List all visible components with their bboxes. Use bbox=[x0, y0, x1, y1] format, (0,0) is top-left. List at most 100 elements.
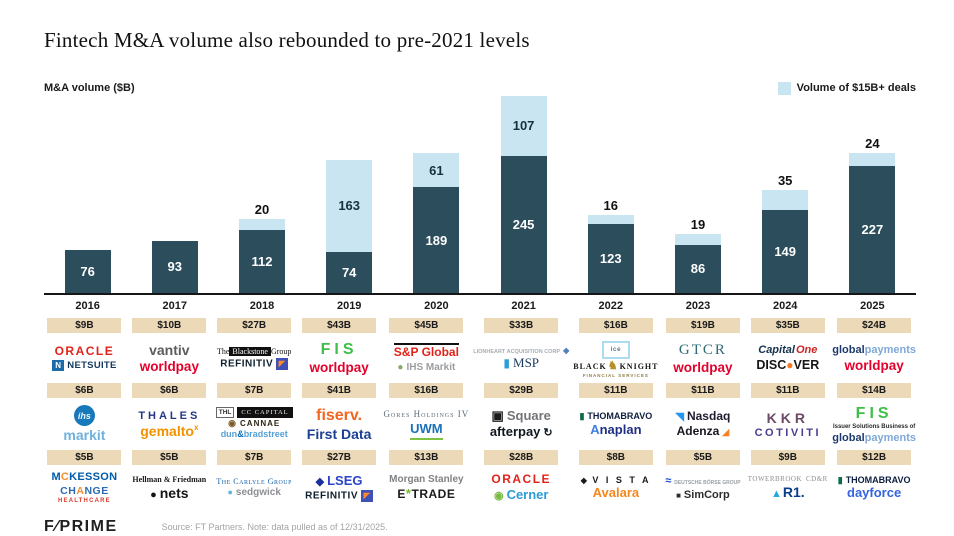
year-label-2020: 2020 bbox=[424, 300, 449, 312]
deal-card: $24B globalpayments worldpay bbox=[832, 318, 916, 381]
globalpayments-logo: globalpayments bbox=[832, 432, 916, 445]
deal-logos: ▮ THOMABRAVO dayforce bbox=[832, 468, 916, 508]
logo-text: S&P Global bbox=[393, 343, 459, 360]
logo-text: V I S T A bbox=[592, 474, 652, 485]
deal-value-badge: $11B bbox=[750, 383, 825, 398]
deal-card: $35B CapitalOne DISC●VER bbox=[747, 318, 828, 381]
ice-logo: ice bbox=[601, 338, 631, 359]
bar-segment-base: 74 bbox=[326, 251, 373, 293]
logo-text: IHS Markit bbox=[406, 362, 456, 374]
deal-value-badge: $11B bbox=[665, 383, 740, 398]
afterpay-logo: afterpay ↻ bbox=[490, 424, 553, 440]
bars-row: 76 93 20 112 163 74 61 189 107 245 16 123 19 86 35 149 2… bbox=[44, 95, 916, 293]
logo-text: Square bbox=[506, 408, 551, 424]
blackstone-logo: The Blackstone Group bbox=[217, 347, 292, 357]
spglobal-logo: S&P Global bbox=[393, 343, 459, 361]
bar-segment-base: 112 bbox=[238, 230, 285, 293]
deal-logos: ihs markit bbox=[44, 401, 125, 448]
logo-text-part: TOWERBROOK bbox=[747, 475, 803, 484]
discover-logo: DISC●VER bbox=[756, 358, 819, 373]
deal-logos: ORACLE N NETSUITE bbox=[44, 336, 125, 381]
logo-text: First Data bbox=[306, 426, 372, 443]
deal-logos: The Blackstone Group REFINITIV ◤ bbox=[214, 336, 295, 381]
logo-text: HEALTHCARE bbox=[57, 497, 111, 504]
vantiv-logo: vantiv bbox=[149, 342, 189, 358]
logo-text: REFINITIV bbox=[305, 490, 358, 502]
logo-text: LSEG bbox=[327, 473, 363, 489]
dark-segment-value: 86 bbox=[690, 261, 706, 277]
thales-logo: THALES bbox=[138, 410, 200, 423]
bar-column-2024: 35 149 bbox=[742, 95, 829, 293]
logo-text: fiserv. bbox=[316, 406, 363, 424]
light-segment-value: 19 bbox=[690, 217, 706, 233]
logo-text: sedgwick bbox=[235, 487, 281, 499]
deal-card: $7B The Carlyle Group ● sedgwick bbox=[214, 450, 295, 508]
cannae-mark-icon: ◉ bbox=[228, 417, 238, 428]
deal-value-badge: $5B bbox=[47, 450, 122, 465]
logo-text: NETSUITE bbox=[67, 359, 117, 371]
bar-column-2025: 24 227 bbox=[829, 95, 916, 293]
deal-value-badge: $8B bbox=[578, 450, 653, 465]
light-segment-value: 61 bbox=[429, 162, 444, 178]
deal-column-2023: $19B GTCR worldpay $11B ◥ Nasdaq Adenza ◢ $5B ≈ DE… bbox=[662, 318, 743, 510]
bar-segment-base: 76 bbox=[64, 250, 111, 293]
logo-text: Avalara bbox=[592, 485, 640, 501]
deal-value-badge: $43B bbox=[302, 318, 377, 333]
deal-card: $7B THL CC CAPITAL ◉ CANNAE dun&bradstreet bbox=[214, 383, 295, 448]
gores-logo: Gores Holdings IV bbox=[384, 409, 470, 419]
logo-text-part: global bbox=[832, 343, 865, 356]
bar-segment-15b-deals bbox=[238, 219, 285, 231]
deal-value-badge: $24B bbox=[837, 318, 912, 333]
bar-2018: 20 112 bbox=[238, 202, 285, 293]
bar-segment-base: 149 bbox=[762, 209, 809, 293]
logo-text-part: payments bbox=[864, 431, 916, 444]
source-note: Source: FT Partners. Note: data pulled a… bbox=[161, 522, 388, 532]
lionheart-mark-icon: ◈ bbox=[563, 345, 570, 355]
deal-logos: KKR COTIVITI bbox=[747, 401, 828, 448]
x-axis-line bbox=[44, 293, 916, 295]
bar-2021: 107 245 bbox=[500, 95, 547, 293]
anaplan-logo: Anaplan bbox=[590, 422, 641, 438]
deal-column-2016: $9B ORACLE N NETSUITE $6B ihs markit $5B MCKESSO… bbox=[44, 318, 125, 510]
deal-logos: ▣ Square afterpay ↻ bbox=[473, 401, 569, 448]
deal-logos: MCKESSON CHANGE HEALTHCARE bbox=[44, 468, 125, 508]
worldpay-logo: worldpay bbox=[140, 359, 199, 375]
logo-text-part: NGE bbox=[84, 484, 109, 497]
deal-logos: ORACLE ◉ Cerner bbox=[473, 468, 569, 508]
bar-segment-15b-deals bbox=[674, 234, 721, 245]
simcorp-mark-icon: ■ bbox=[676, 490, 681, 500]
refinitiv-mark-icon: ◤ bbox=[361, 489, 373, 502]
logo-text: CANNAE bbox=[240, 418, 281, 428]
deal-card: $27B The Blackstone Group REFINITIV ◤ bbox=[214, 318, 295, 381]
deal-value-badge: $12B bbox=[837, 450, 912, 465]
logo-text-part: CD&R bbox=[806, 475, 828, 484]
legend-label: Volume of $15B+ deals bbox=[796, 82, 916, 94]
gemalto-logo: gemaltox bbox=[140, 423, 198, 439]
nets-logo: ● nets bbox=[150, 485, 188, 502]
logo-text-part: Group bbox=[270, 347, 292, 357]
deal-logos: ◆ V I S T A Avalara bbox=[573, 468, 658, 508]
logo-text: COTIVITI bbox=[754, 426, 822, 439]
logo-text-part: C bbox=[60, 471, 70, 484]
bar-2020: 61 189 bbox=[413, 153, 460, 293]
lseg-mark-icon: ◆ bbox=[315, 476, 325, 489]
deal-logos: globalpayments worldpay bbox=[832, 336, 916, 381]
logo-text: markit bbox=[63, 427, 106, 444]
vista-mark-icon: ◆ bbox=[580, 475, 590, 485]
refinitiv-mark-icon: ◤ bbox=[276, 357, 289, 370]
logo-text: worldpay bbox=[309, 360, 369, 376]
refinitiv-logo: REFINITIV ◤ bbox=[305, 489, 373, 502]
deal-card: $41B fiserv. First Data bbox=[299, 383, 380, 448]
nasdaq-mark-icon: ◥ bbox=[675, 411, 684, 424]
logo-text: THOMABRAVO bbox=[587, 411, 653, 422]
year-label-2017: 2017 bbox=[162, 300, 188, 312]
bar-segment-base: 123 bbox=[587, 224, 634, 293]
light-segment-value: 16 bbox=[603, 198, 619, 214]
logo-text-part: bradstreet bbox=[243, 429, 288, 440]
sedgwick-mark-icon: ● bbox=[227, 487, 233, 498]
msp-mark-icon: ▮ bbox=[503, 356, 511, 371]
bar-2022: 16 123 bbox=[587, 198, 634, 293]
bar-2025: 24 227 bbox=[849, 136, 896, 293]
logo-text-part: DISC bbox=[756, 357, 787, 372]
healthcare-logo: HEALTHCARE bbox=[58, 498, 111, 505]
